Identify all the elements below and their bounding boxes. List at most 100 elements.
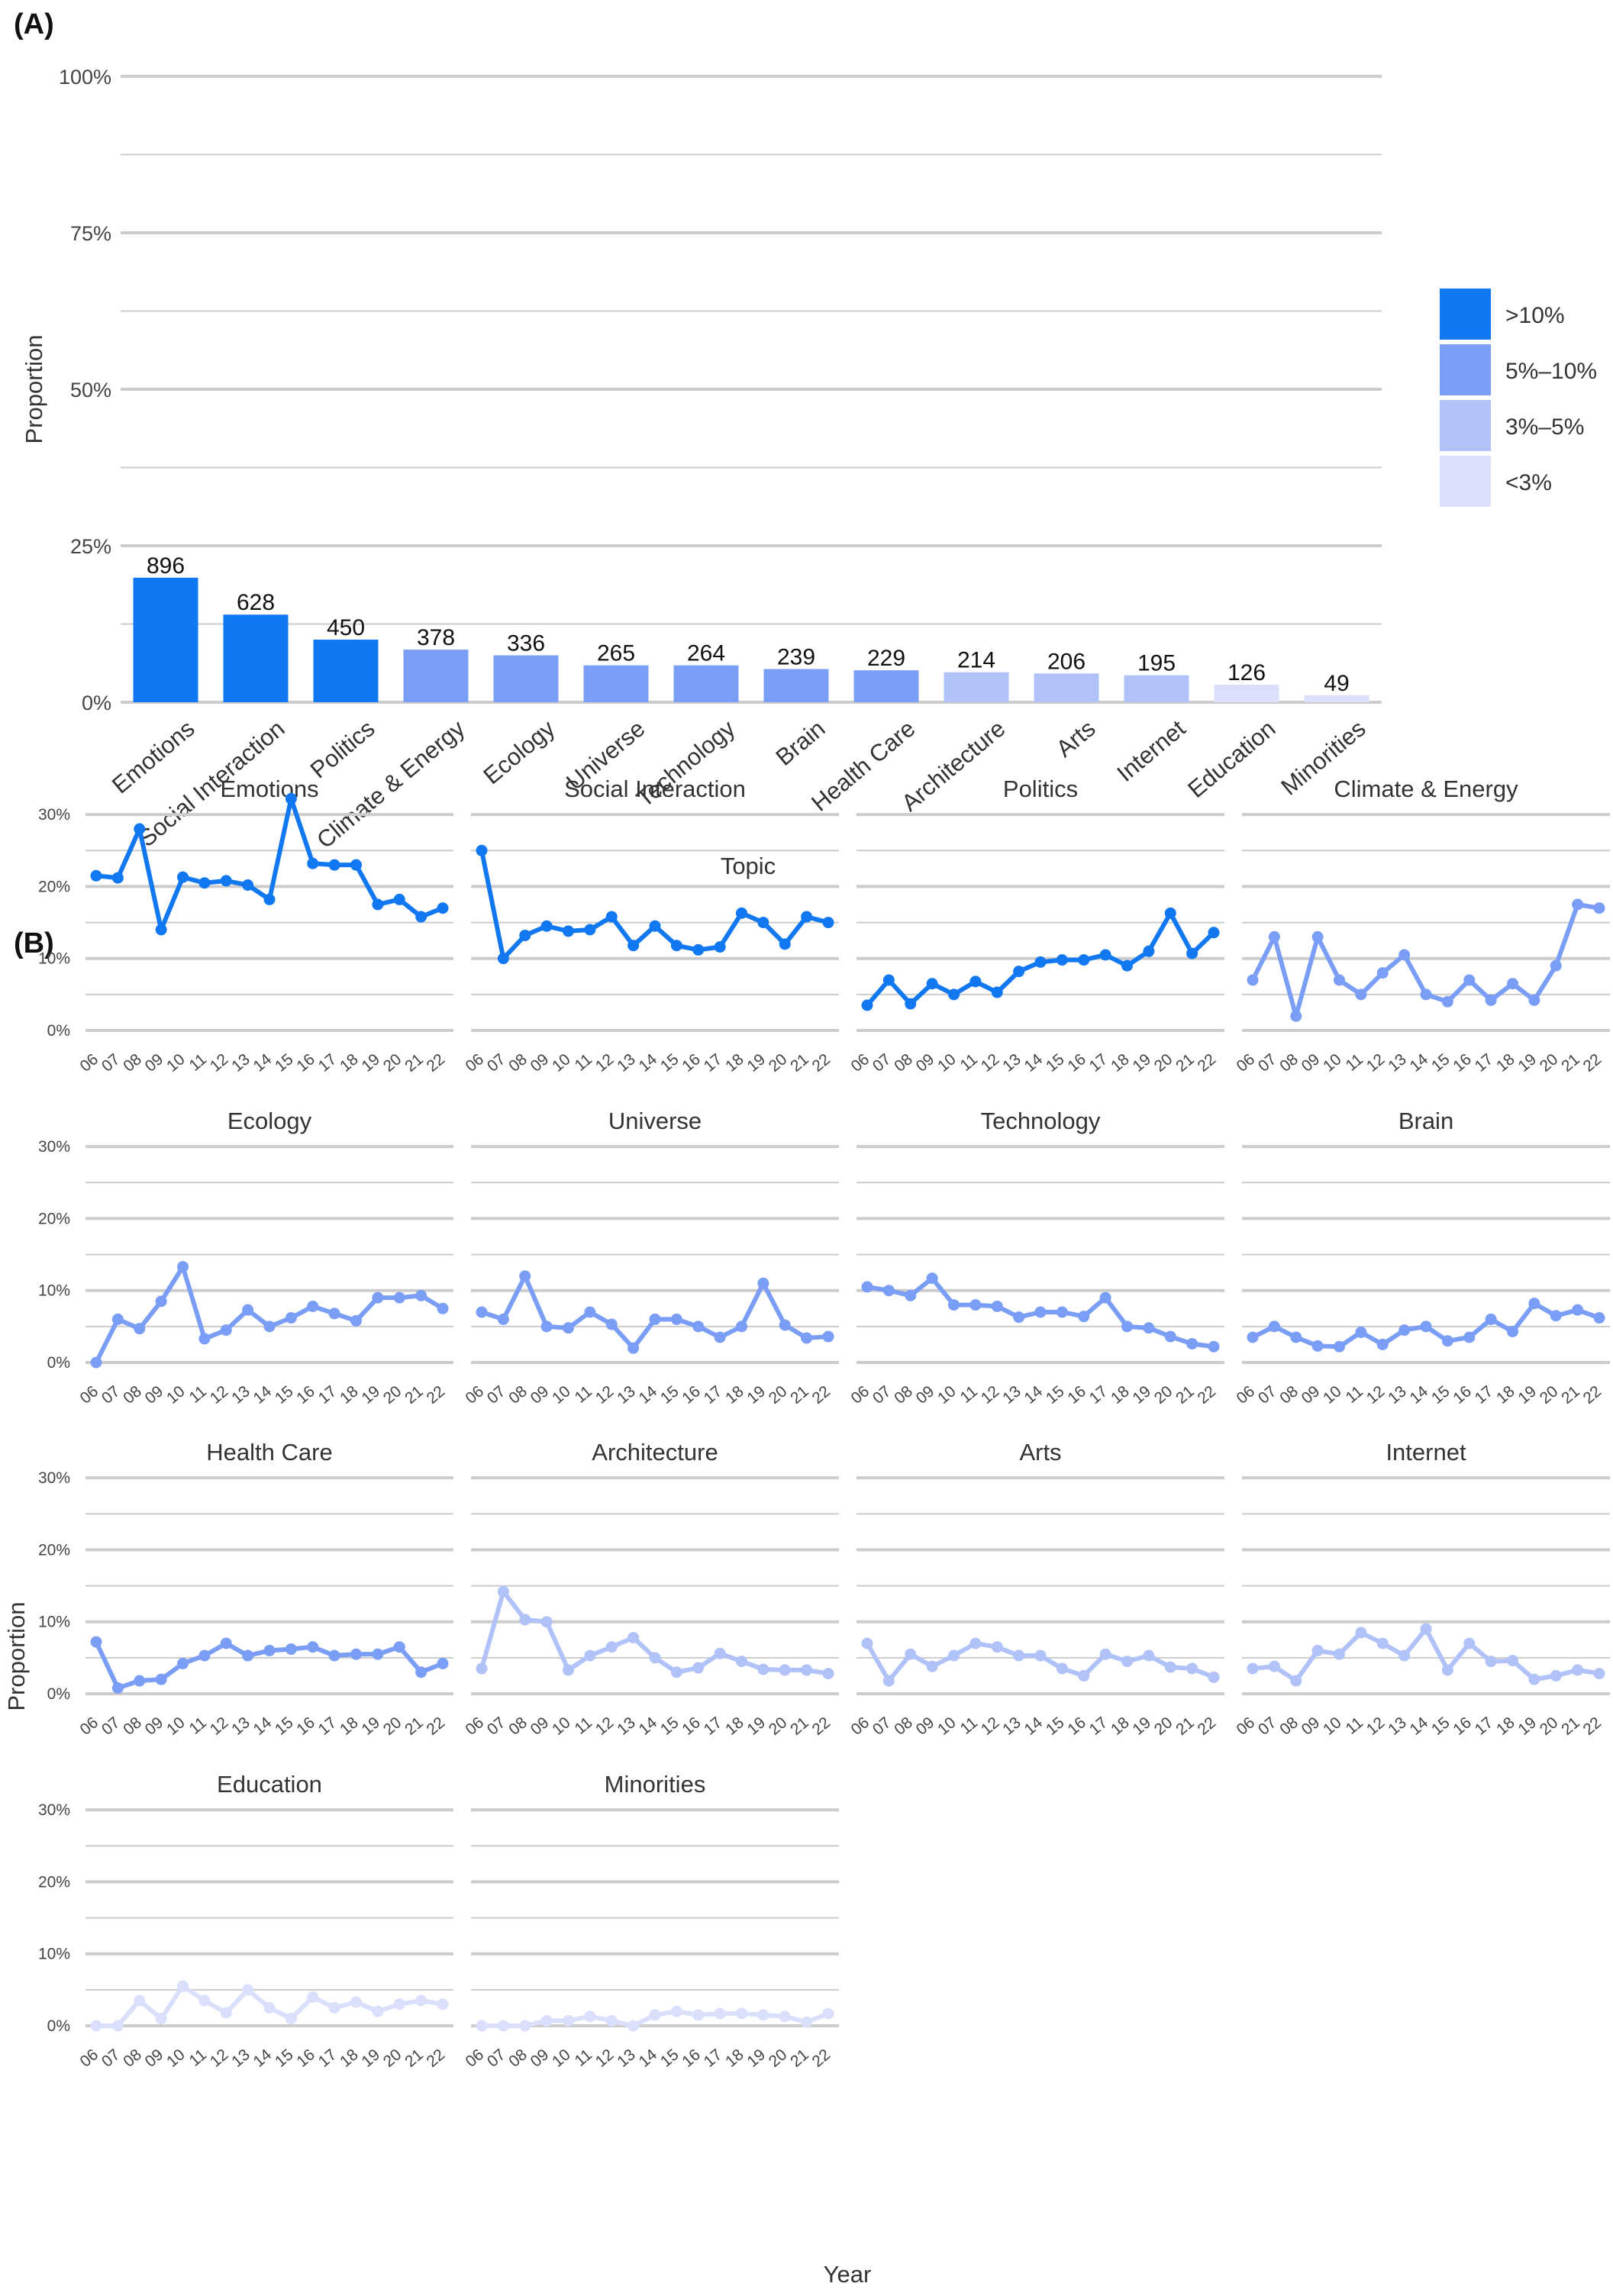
bar-count-label: 265 [597,641,635,666]
x-tick-label: 14 [636,1714,661,1739]
data-point [1376,967,1389,979]
x-tick-label: 08 [1276,1714,1302,1739]
bar-count-label: 49 [1324,671,1349,696]
data-point [1034,1306,1047,1318]
x-tick-label: 20 [766,1382,791,1408]
x-tick-label: 17 [315,1050,340,1075]
y-tick-label: 30% [38,1469,70,1487]
x-tick-label: 06 [463,2046,488,2071]
x-tick-label: 21 [1173,1050,1198,1075]
small-multiple-politics: Politics06070809101112131415161718192021… [848,776,1224,1075]
data-point [497,1313,509,1325]
x-tick-label: 16 [293,1382,318,1408]
y-tick-label: 10% [38,1614,70,1631]
x-tick-label: 13 [228,1050,253,1075]
x-tick-label: 18 [1108,1714,1133,1739]
x-tick-label: 15 [657,1050,682,1075]
data-point [861,999,873,1011]
data-point [497,1585,509,1598]
x-tick-label: 22 [1580,1050,1605,1075]
x-tick-label: 18 [722,2046,747,2071]
data-point [736,1321,747,1333]
x-tick-label: 22 [424,1714,449,1739]
bar-politics [313,640,379,702]
data-point [307,857,319,869]
data-point [1078,954,1090,966]
x-tick-label: 19 [1515,1382,1540,1408]
data-point [670,940,682,952]
x-tick-label: 18 [722,1382,747,1408]
bar-education [1214,685,1279,702]
y-tick-label: 30% [38,1801,70,1819]
panel-title: Emotions [220,776,318,802]
x-tick-label: 08 [120,2046,145,2071]
series-line [479,850,829,961]
bar-count-label: 896 [147,553,185,579]
data-point [540,1616,553,1628]
data-point [1078,1669,1090,1682]
data-point [1143,1649,1155,1662]
data-point [393,1641,405,1653]
data-point [1311,1644,1324,1656]
data-point [1013,966,1025,978]
legend-swatch [1440,456,1491,507]
data-point [155,924,167,936]
small-multiple-technology: Technology060708091011121314151617181920… [848,1108,1224,1408]
panel-title: Architecture [592,1439,718,1466]
x-tick-label: 17 [701,1714,726,1739]
data-point [670,1313,682,1325]
y-tick-label: 30% [38,1138,70,1156]
data-point [177,1657,189,1669]
data-point [692,2009,705,2021]
bar-count-label: 229 [867,646,905,671]
x-tick-label: 07 [484,2046,509,2071]
data-point [714,2007,726,2020]
data-point [242,1649,254,1662]
x-tick-label: 14 [1407,1050,1432,1075]
data-point [519,1614,531,1626]
small-multiple-climate-energy: Climate & Energy060708091011121314151617… [1234,776,1610,1075]
x-tick-label: 15 [1428,1382,1453,1408]
x-tick-label: 19 [1515,1714,1540,1739]
data-point [393,1292,405,1304]
x-tick-label: 18 [722,1714,747,1739]
x-tick-label: Ecology [479,714,560,789]
x-tick-label: 06 [1234,1382,1259,1408]
data-point [415,911,427,923]
panel-title: Universe [608,1108,702,1134]
data-point [393,1998,405,2011]
x-tick-label: 09 [1298,1382,1324,1408]
panel-a-label: (A) [14,8,54,40]
x-tick-label: 19 [744,2046,769,2071]
x-tick-label: 17 [1086,1714,1111,1739]
data-point [540,920,553,932]
x-tick-label: 21 [402,1050,427,1075]
data-point [736,907,747,919]
x-tick-label: 09 [913,1050,938,1075]
x-tick-label: 14 [636,1050,661,1075]
data-point [242,1984,254,1996]
x-tick-label: 19 [358,1382,383,1408]
data-point [307,1300,319,1312]
x-tick-label: 12 [978,1714,1003,1739]
x-tick-label: 18 [337,1382,362,1408]
data-point [1572,1304,1584,1316]
data-point [801,1332,813,1344]
x-tick-label: 16 [1450,1050,1475,1075]
data-point [437,1998,449,2011]
data-point [714,941,726,953]
x-tick-label: 10 [1320,1050,1345,1075]
x-tick-label: 21 [1558,1714,1583,1739]
x-tick-label: Internet [1111,714,1190,787]
x-tick-label: 12 [978,1050,1003,1075]
x-tick-label: 07 [1255,1050,1280,1075]
data-point [882,1285,895,1297]
data-point [519,1270,531,1282]
data-point [1376,1637,1389,1649]
x-tick-label: 07 [98,1050,124,1075]
x-tick-label: 08 [505,1714,531,1739]
data-point [1441,995,1453,1008]
data-point [393,893,405,905]
y-tick-label: 50% [70,379,111,401]
legend-swatch [1440,289,1491,340]
